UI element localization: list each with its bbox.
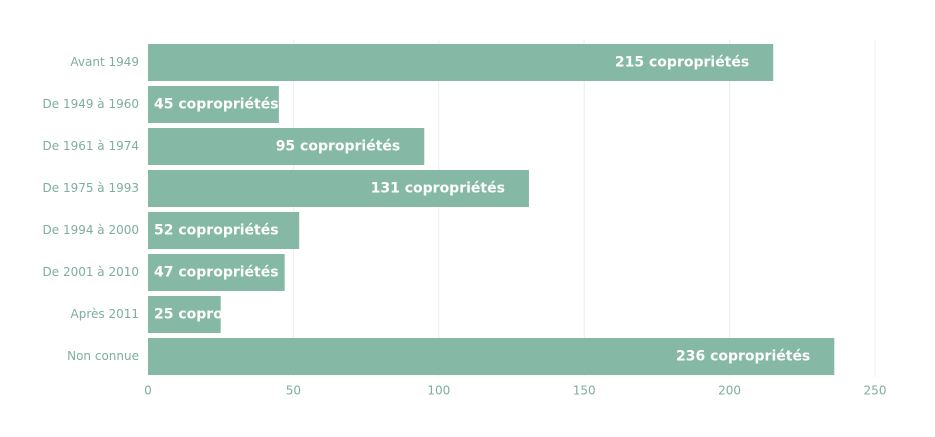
x-tick-label: 250: [864, 384, 887, 398]
category-label: Après 2011: [71, 307, 139, 321]
bar: [148, 212, 300, 249]
data-label: 47 copropriétés: [154, 265, 279, 281]
bar: [148, 254, 285, 291]
bar: [148, 86, 279, 123]
x-tick-label: 50: [286, 384, 301, 398]
bars: [148, 44, 835, 375]
category-label: De 1975 à 1993: [43, 181, 140, 195]
x-tick-label: 150: [573, 384, 596, 398]
data-label: 95 copropriétés: [276, 139, 401, 155]
category-label: De 2001 à 2010: [43, 265, 140, 279]
data-label: 45 copropriétés: [154, 97, 279, 113]
category-label: Non connue: [67, 349, 139, 363]
x-tick-label: 0: [144, 384, 152, 398]
data-label: 236 copropriétés: [676, 349, 810, 365]
category-label: De 1949 à 1960: [43, 97, 140, 111]
bar: [148, 338, 835, 375]
category-labels: Avant 1949 De 1949 à 1960 De 1961 à 1974 De…: [43, 55, 140, 363]
category-label: Avant 1949: [70, 55, 139, 69]
bar: [148, 44, 774, 81]
x-axis-ticks: 0 50 100 150 200 250: [144, 384, 886, 398]
data-labels: 215 copropriétés 45 copropriétés 95 coprop…: [154, 55, 810, 365]
x-tick-label: 200: [718, 384, 741, 398]
bar: [148, 170, 529, 207]
grid-lines: [292, 40, 876, 377]
data-label: 131 copropriétés: [371, 181, 505, 197]
data-label: 215 copropriétés: [615, 55, 749, 71]
x-tick-label: 100: [427, 384, 450, 398]
bar: [148, 128, 425, 165]
category-label: De 1994 à 2000: [43, 223, 140, 237]
data-label: 25 copropriétés: [154, 307, 279, 323]
data-label: 52 copropriétés: [154, 223, 279, 239]
bar: [148, 296, 221, 333]
category-label: De 1961 à 1974: [43, 139, 140, 153]
